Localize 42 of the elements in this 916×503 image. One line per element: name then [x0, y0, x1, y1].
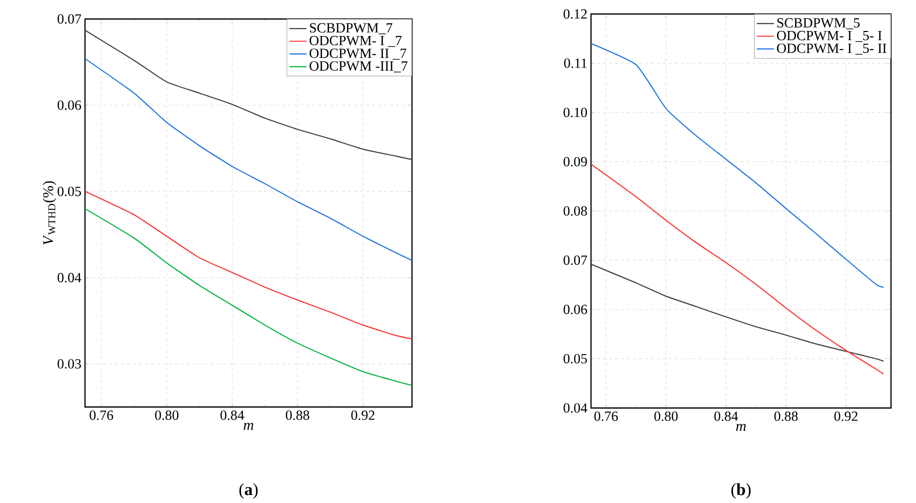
x-axis-title: m — [736, 424, 746, 431]
x-tick-label: 0.84 — [220, 410, 244, 420]
x-tick-label: 0.80 — [654, 412, 678, 421]
y-tick-label: 0.09 — [564, 156, 587, 166]
y-tick-label: 0.07 — [58, 14, 82, 24]
x-axis-title: m — [244, 422, 254, 430]
line-series — [85, 58, 412, 261]
x-tick-label: 0.92 — [834, 412, 858, 421]
line-series — [591, 42, 884, 288]
legend-label: ODCPWM- I _5- II — [777, 44, 886, 55]
y-tick-label: 0.12 — [564, 9, 587, 19]
y-tick-label: 0.04 — [58, 272, 82, 282]
y-tick-label: 0.06 — [564, 304, 588, 314]
y-tick-label: 0.05 — [58, 186, 81, 196]
x-tick-label: 0.80 — [155, 410, 178, 420]
y-tick-label: 0.05 — [564, 354, 587, 364]
y-axis-title: V$_{WTHD}$(%) — [42, 181, 56, 245]
legend-label: SCBDPWM_5 — [777, 18, 860, 30]
x-tick-label: 0.76 — [90, 410, 114, 420]
x-tick-label: 0.76 — [594, 412, 618, 421]
y-tick-label: 0.04 — [564, 403, 588, 413]
legend-label: ODCPWM- I _5- I — [777, 30, 882, 42]
legend-label: ODCPWM- I _7 — [310, 36, 402, 47]
y-tick-label: 0.03 — [58, 359, 81, 369]
text: (b) — [731, 483, 751, 499]
line-series — [85, 208, 412, 386]
line-series — [591, 164, 884, 375]
legend-label: ODCPWM -III_7 — [310, 61, 408, 72]
x-tick-label: 0.84 — [714, 412, 738, 421]
y-tick-label: 0.08 — [564, 206, 587, 216]
text: (a) — [239, 483, 258, 499]
x-tick-label: 0.88 — [774, 412, 798, 421]
legend-label: SCBDPWM_7 — [310, 23, 392, 34]
y-tick-label: 0.07 — [564, 255, 588, 265]
legend-label: ODCPWM- II _7 — [310, 48, 406, 60]
line-series — [591, 264, 884, 362]
x-tick-label: 0.92 — [351, 410, 374, 420]
y-tick-label: 0.11 — [564, 58, 587, 68]
y-tick-label: 0.10 — [564, 108, 587, 118]
x-tick-label: 0.88 — [286, 410, 310, 420]
line-series — [85, 190, 412, 340]
y-tick-label: 0.06 — [58, 100, 82, 110]
